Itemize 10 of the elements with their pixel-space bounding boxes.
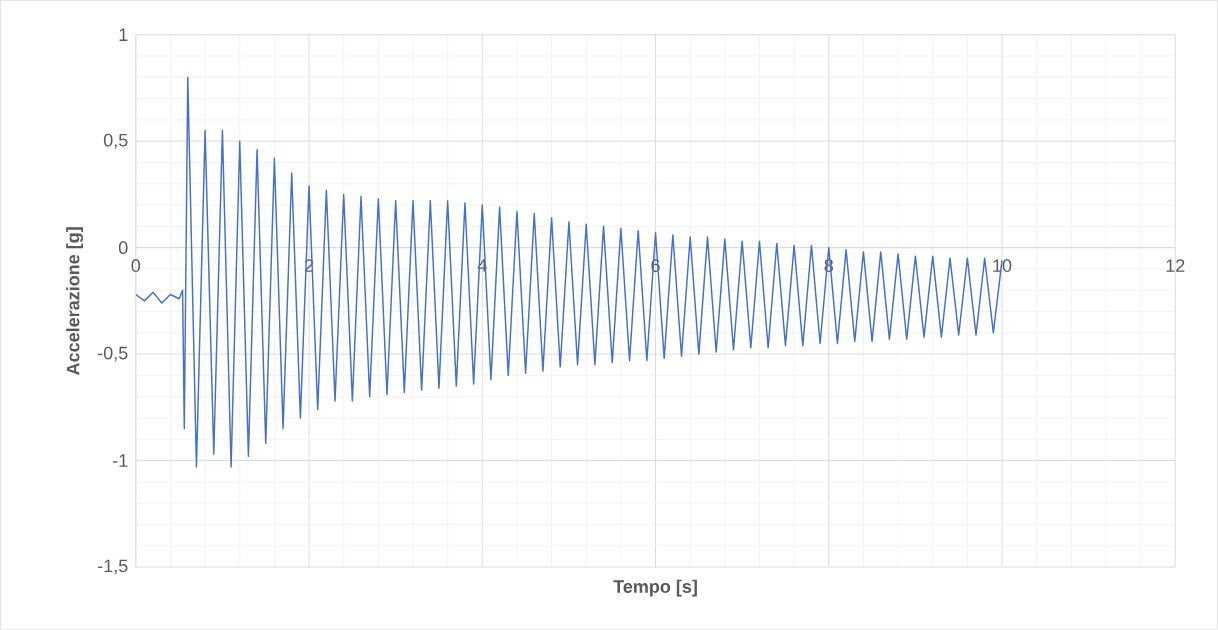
y-tick-label: -0,5 (98, 346, 128, 362)
y-tick-label: 0,5 (103, 133, 128, 149)
y-tick-label: 0 (118, 241, 128, 255)
y-tick-label: 1 (119, 28, 128, 42)
y-axis-title: Accelerazione [g] (66, 227, 84, 376)
x-tick-label: 0 (131, 259, 141, 273)
y-tick-label: -1,5 (98, 559, 128, 575)
y-tick-label: -1 (113, 454, 128, 467)
x-axis-title: Tempo [s] (613, 579, 697, 597)
x-tick-label: 12 (1166, 259, 1185, 272)
